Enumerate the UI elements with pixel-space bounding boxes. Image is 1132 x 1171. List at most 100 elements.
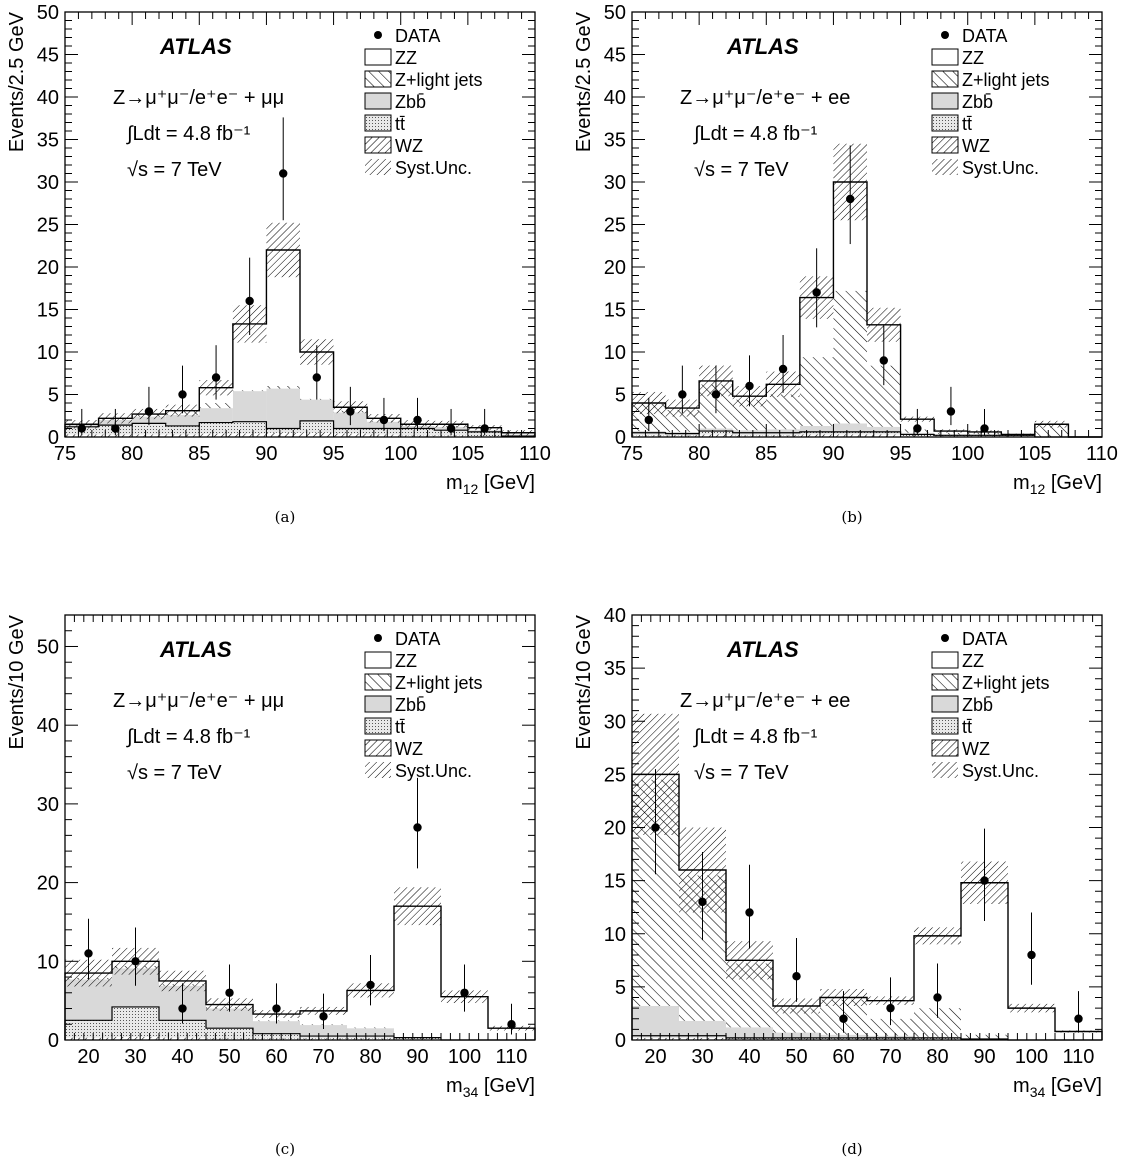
panel-c-bar-z-light-jets-6 <box>347 1027 394 1029</box>
panel-a-data-point-12 <box>480 424 489 433</box>
panel-d-bar-z-light-jets-7 <box>961 1034 1008 1039</box>
panel-c-xtick-label: 20 <box>77 1046 99 1068</box>
panel-a-bar-wz-5 <box>232 433 267 437</box>
panel-b-data-point-7 <box>879 356 888 365</box>
panel-b-xtick-label: 95 <box>889 443 911 465</box>
panel-c-legend-marker-data <box>374 634 382 642</box>
panel-a-ytick-label: 45 <box>37 45 59 67</box>
panel-a-legend-label-ttbar: tt̄ <box>395 114 405 134</box>
panel-b-legend-label-syst-unc: Syst.Unc. <box>962 158 1039 178</box>
panel-c-syst-band-7 <box>394 887 441 926</box>
panel-c-data-point-4 <box>272 1004 281 1013</box>
panel-a-legend-label-data: DATA <box>395 26 440 46</box>
panel-b-bar-wz-1 <box>665 435 700 437</box>
panel-c-bar-zz-7 <box>394 906 441 1038</box>
panel-b-xtick-label: 100 <box>951 443 984 465</box>
panel-a-data-point-8 <box>346 407 355 416</box>
panel-c-ytick-label: 10 <box>37 951 59 973</box>
panel-b-syst-band-9 <box>934 429 968 433</box>
panel-d-atlas-label: ATLAS <box>726 637 799 662</box>
panel-d-legend-label-syst-unc: Syst.Unc. <box>962 761 1039 781</box>
panel-a-ytick-label: 10 <box>37 342 59 364</box>
panel-c-data-point-9 <box>507 1020 516 1029</box>
panel-d-legend-swatch-syst-unc <box>932 762 958 778</box>
panel-a-ytick-label: 40 <box>37 87 59 109</box>
panel-b-bar-zbb-4 <box>766 429 800 433</box>
panel-c-bar-zbb-3 <box>206 1008 253 1029</box>
panel-c-legend-label-z-light-jets: Z+light jets <box>395 673 483 693</box>
panel-d-bar-wz-1 <box>679 1037 726 1040</box>
panel-c-legend-label-zz: ZZ <box>395 651 417 671</box>
panel-b-ytick-label: 50 <box>604 2 626 24</box>
panel-b-data-point-4 <box>778 364 788 374</box>
panel-d-bar-zz-8 <box>1008 1008 1055 1040</box>
panel-d-data-point-9 <box>1074 1014 1083 1023</box>
panel-b-bar-ttbar-7 <box>867 431 901 435</box>
panel-b-bar-z-light-jets-6 <box>833 290 867 424</box>
panel-d-legend-swatch-wz <box>931 739 959 757</box>
panel-d-ytick-label: 25 <box>604 764 626 786</box>
panel-b-ytick-label: 20 <box>604 257 626 279</box>
panel-b-legend-label-zbb: Zbb̄ <box>962 92 993 112</box>
panel-d-xtick-label: 110 <box>1063 1046 1095 1068</box>
panel-b-syst-band-12 <box>1034 420 1069 428</box>
panel-c-bar-ttbar-5 <box>300 1036 347 1039</box>
panel-b-bar-ttbar-1 <box>665 433 700 436</box>
panel-b-bar-z-light-jets-12 <box>1034 425 1069 437</box>
panel-b-bar-zbb-2 <box>699 428 733 432</box>
panel-c-legend-swatch-wz <box>364 739 392 757</box>
panel-b-ytick-label: 15 <box>604 300 626 322</box>
panel-d-ytick-label: 40 <box>604 605 626 627</box>
panel-a-ytick-label: 20 <box>37 257 59 279</box>
panel-b-bar-zbb-5 <box>799 425 834 432</box>
panel-a-data-point-3 <box>178 390 187 399</box>
panel-d-legend-swatch-zbb <box>931 695 959 713</box>
panel-a-legend-label-z-light-jets: Z+light jets <box>395 70 483 90</box>
panel-b-legend-swatch-z-light-jets <box>931 70 959 88</box>
panel-a-info-line-1: ∫Ldt = 4.8 fb⁻¹ <box>126 123 251 145</box>
panel-c-bar-ttbar-1 <box>112 1006 159 1037</box>
panel-a-xtick-label: 90 <box>255 443 277 465</box>
panel-d-ytick-label: 20 <box>604 818 626 840</box>
panel-d-bar-zbb-1 <box>679 1020 726 1036</box>
panel-c-data-point-0 <box>84 949 93 958</box>
panel-b-legend-swatch-zz <box>931 48 959 66</box>
panel-b-ytick-label: 35 <box>604 130 626 152</box>
panel-b-legend-label-wz: WZ <box>962 136 990 156</box>
panel-d-legend-label-z-light-jets: Z+light jets <box>962 673 1050 693</box>
panel-b-bar-zbb-0 <box>632 431 666 433</box>
panel-c-ytick-label: 0 <box>48 1030 59 1052</box>
panel-b-data-point-1 <box>678 390 687 399</box>
panel-a-data-point-5 <box>245 296 254 306</box>
panel-b-data-point-5 <box>812 288 821 297</box>
panel-c-legend-label-ttbar: tt̄ <box>395 717 405 737</box>
panel-b-legend-label-data: DATA <box>962 26 1007 46</box>
panel-a-bar-ttbar-6 <box>266 428 300 433</box>
panel-b-legend-swatch-syst-unc <box>932 159 958 175</box>
panel-c-bar-ttbar-4 <box>253 1033 300 1039</box>
panel-c: 0 10 20 30 40 50 20 30 40 50 60 70 80 90 100 110 Events/… <box>6 614 536 1100</box>
panel-d-ytick-label: 10 <box>604 924 626 946</box>
panel-b-bar-ttbar-6 <box>833 431 867 435</box>
panel-a-bar-z-light-jets-5 <box>232 390 267 392</box>
panel-d-bar-wz-0 <box>632 1037 679 1040</box>
panel-c-ylabel: Events/10 GeV <box>6 614 28 749</box>
panel-a-bar-wz-1 <box>98 434 133 437</box>
panel-c-bar-zbb-4 <box>253 1021 300 1034</box>
panel-c-legend-label-data: DATA <box>395 629 440 649</box>
panel-c-xtick-label: 30 <box>124 1046 146 1068</box>
panel-d-info-line-1: ∫Ldt = 4.8 fb⁻¹ <box>693 726 818 748</box>
panel-a-syst-band-6 <box>266 222 300 278</box>
panel-b-legend-swatch-zbb <box>931 92 959 110</box>
panel-b-info-line-2: √s = 7 TeV <box>694 159 789 181</box>
panel-b-bar-zbb-6 <box>833 423 867 432</box>
panel-a-bar-zbb-5 <box>232 391 267 422</box>
panel-b-legend-label-ttbar: tt̄ <box>962 114 972 134</box>
panel-c-info-line-2: √s = 7 TeV <box>127 762 222 784</box>
panel-a-bar-ttbar-8 <box>333 428 368 434</box>
panel-d-ytick-label: 0 <box>615 1030 626 1052</box>
panel-a-bar-wz-11 <box>434 435 468 437</box>
panel-a-bar-wz-3 <box>165 434 200 437</box>
panel-a-ylabel: Events/2.5 GeV <box>6 11 28 152</box>
